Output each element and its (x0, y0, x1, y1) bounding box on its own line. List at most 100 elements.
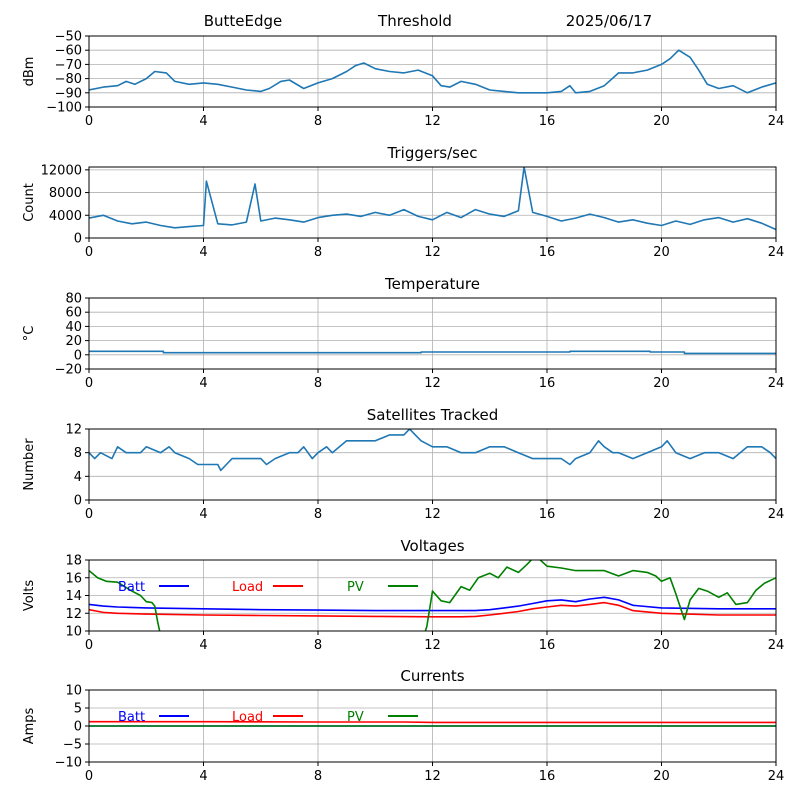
series-line-triggers (89, 167, 776, 231)
y-axis-label: Number (22, 438, 37, 491)
x-tick-label: 12 (424, 769, 441, 784)
x-tick-label: 0 (85, 769, 93, 784)
x-tick-label: 20 (653, 638, 670, 653)
x-tick-label: 4 (199, 638, 207, 653)
y-tick-label: 0 (74, 232, 82, 247)
x-tick-label: 8 (314, 638, 322, 653)
x-tick-label: 16 (539, 114, 556, 129)
y-tick-label: 12 (65, 423, 82, 438)
header-station: ButteEdge (204, 12, 283, 30)
header-title: Threshold (377, 12, 452, 30)
series-line-pv (89, 560, 776, 631)
x-tick-label: 4 (199, 507, 207, 522)
x-tick-label: 24 (768, 376, 785, 391)
x-tick-label: 12 (424, 376, 441, 391)
x-tick-label: 20 (653, 376, 670, 391)
chart-voltages: 0 4 8 12 16 20 24 10 12 14 16 18 Voltages Volts Batt Lo… (22, 537, 784, 653)
y-axis-label: Amps (22, 707, 37, 744)
y-axis-label: Count (22, 183, 37, 222)
y-tick-label: 0 (74, 348, 82, 363)
x-tick-label: 8 (314, 376, 322, 391)
legend-label-load: Load (232, 580, 263, 595)
x-tick-label: 4 (199, 114, 207, 129)
y-tick-label: 10 (65, 684, 82, 699)
chart-currents: 0 4 8 12 16 20 24 −10 −5 0 5 10 Currents Amps Batt Load… (22, 667, 784, 784)
x-tick-label: 8 (314, 114, 322, 129)
y-tick-label: −90 (55, 86, 82, 101)
x-tick-label: 24 (768, 638, 785, 653)
y-tick-label: 10 (65, 625, 82, 640)
legend-label-batt: Batt (118, 580, 145, 595)
series-line-load (89, 601, 776, 618)
x-tick-label: 20 (653, 114, 670, 129)
chart-satellites: 0 4 8 12 16 20 24 0 4 8 12 Satellites Tracked Number (22, 406, 784, 522)
y-axis-label: dBm (22, 57, 37, 87)
y-tick-label: 14 (65, 589, 82, 604)
y-tick-label: 18 (65, 554, 82, 569)
x-tick-label: 16 (539, 507, 556, 522)
y-axis-label: Volts (22, 580, 37, 612)
y-tick-label: 16 (65, 571, 82, 586)
x-tick-label: 24 (768, 245, 785, 260)
x-tick-label: 8 (314, 769, 322, 784)
y-tick-label: −50 (55, 30, 82, 45)
series-line-satellites (89, 429, 776, 472)
legend-label-load: Load (232, 710, 263, 725)
y-tick-label: 40 (65, 320, 82, 335)
chart-title: Satellites Tracked (367, 406, 498, 424)
legend-label-pv: PV (347, 710, 364, 725)
y-tick-label: −70 (55, 58, 82, 73)
x-tick-label: 0 (85, 114, 93, 129)
x-tick-label: 4 (199, 376, 207, 391)
x-tick-label: 0 (85, 245, 93, 260)
chart-title: Triggers/sec (387, 144, 478, 162)
x-tick-label: 4 (199, 769, 207, 784)
x-tick-label: 8 (314, 507, 322, 522)
y-tick-label: −80 (55, 72, 82, 87)
x-tick-label: 8 (314, 245, 322, 260)
x-tick-label: 12 (424, 245, 441, 260)
x-tick-label: 12 (424, 507, 441, 522)
x-tick-label: 20 (653, 507, 670, 522)
y-tick-label: 0 (74, 720, 82, 735)
y-tick-label: 8 (74, 446, 82, 461)
x-tick-label: 24 (768, 114, 785, 129)
chart-threshold: 0 4 8 12 16 20 24 −100−90−80−70−60−50 dBm (22, 30, 784, 130)
x-tick-label: 20 (653, 769, 670, 784)
x-tick-label: 0 (85, 638, 93, 653)
y-tick-label: 8000 (49, 186, 82, 201)
x-tick-label: 16 (539, 638, 556, 653)
x-tick-label: 4 (199, 245, 207, 260)
chart-triggers: 0 4 8 12 16 20 24 0 4000 8000 12000 Triggers/sec Cou… (22, 144, 784, 260)
x-tick-label: 16 (539, 769, 556, 784)
y-tick-label: 60 (65, 306, 82, 321)
legend-label-batt: Batt (118, 710, 145, 725)
chart-title: Temperature (384, 275, 480, 293)
y-tick-label: 4000 (49, 209, 82, 224)
x-tick-label: 16 (539, 245, 556, 260)
series-line-temperature (89, 350, 776, 355)
x-tick-label: 12 (424, 114, 441, 129)
x-tick-label: 24 (768, 769, 785, 784)
chart-title: Currents (400, 667, 464, 685)
y-tick-label: 20 (65, 334, 82, 349)
x-tick-label: 24 (768, 507, 785, 522)
x-tick-label: 16 (539, 376, 556, 391)
y-tick-label: −20 (55, 363, 82, 378)
y-tick-label: −60 (55, 44, 82, 59)
y-tick-label: 5 (74, 702, 82, 717)
x-tick-label: 0 (85, 507, 93, 522)
x-tick-label: 12 (424, 638, 441, 653)
y-tick-label: −100 (46, 101, 82, 116)
x-tick-label: 0 (85, 376, 93, 391)
series-line-batt (89, 596, 776, 612)
y-tick-label: 0 (74, 494, 82, 509)
y-tick-label: −5 (63, 738, 82, 753)
y-axis-label: °C (22, 326, 37, 342)
y-tick-label: −10 (55, 756, 82, 771)
x-tick-label: 20 (653, 245, 670, 260)
legend-label-pv: PV (347, 580, 364, 595)
